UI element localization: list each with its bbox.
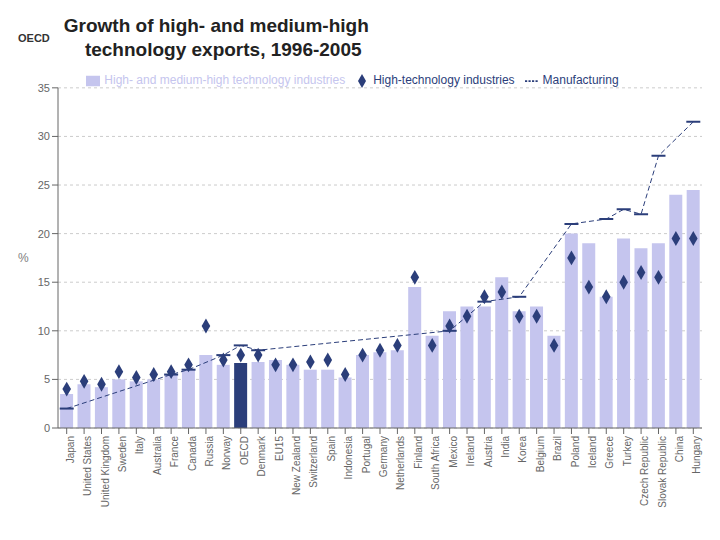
svg-text:France: France — [169, 436, 180, 468]
svg-text:Norway: Norway — [221, 436, 232, 470]
svg-text:20: 20 — [38, 228, 50, 240]
svg-text:Hungary: Hungary — [691, 436, 702, 474]
svg-text:30: 30 — [38, 130, 50, 142]
svg-text:Finland: Finland — [413, 436, 424, 469]
svg-text:OECD: OECD — [239, 436, 250, 465]
svg-text:Sweden: Sweden — [117, 436, 128, 472]
svg-text:Germany: Germany — [378, 436, 389, 477]
svg-text:EU15: EU15 — [274, 436, 285, 461]
svg-text:Switzerland: Switzerland — [308, 436, 319, 488]
svg-text:5: 5 — [44, 373, 50, 385]
svg-text:Netherlands: Netherlands — [396, 436, 407, 490]
svg-text:Portugal: Portugal — [361, 436, 372, 473]
svg-text:United States: United States — [82, 436, 93, 496]
svg-text:Slovak Republic: Slovak Republic — [657, 436, 668, 508]
html-text:Growth of high- and medium-hig: Growth of high- and medium-high — [63, 15, 369, 36]
svg-text:35: 35 — [38, 82, 50, 94]
svg-text:Brazil: Brazil — [552, 436, 563, 461]
svg-text:New Zealand: New Zealand — [291, 436, 302, 495]
svg-text:0: 0 — [44, 422, 50, 434]
svg-text:Ireland: Ireland — [465, 436, 476, 467]
svg-text:Czech Republic: Czech Republic — [639, 436, 650, 506]
svg-text:Denmark: Denmark — [256, 435, 267, 477]
html-text:High- and medium-high technolo: High- and medium-high technology industr… — [104, 73, 346, 87]
svg-text:Russia: Russia — [204, 436, 215, 467]
svg-text:South Africa: South Africa — [430, 436, 441, 490]
svg-text:India: India — [500, 436, 511, 458]
svg-text:Italy: Italy — [134, 436, 145, 454]
html-text:OECD: OECD — [18, 32, 50, 44]
svg-text:Turkey: Turkey — [622, 436, 633, 466]
html-text:High-technology industries: High-technology industries — [373, 73, 515, 87]
svg-text:United Kingdom: United Kingdom — [100, 436, 111, 507]
html-text:Manufacturing: Manufacturing — [542, 73, 619, 87]
svg-text:Iceland: Iceland — [587, 436, 598, 468]
svg-text:Japan: Japan — [65, 436, 76, 463]
svg-text:Korea: Korea — [517, 436, 528, 463]
svg-text:Indonesia: Indonesia — [343, 436, 354, 480]
svg-text:Australia: Australia — [152, 436, 163, 475]
svg-text:Canada: Canada — [187, 436, 198, 471]
svg-text:Austria: Austria — [483, 436, 494, 468]
svg-text:China: China — [674, 436, 685, 463]
svg-text:Poland: Poland — [570, 436, 581, 467]
svg-text:Spain: Spain — [326, 436, 337, 462]
svg-text:10: 10 — [38, 325, 50, 337]
svg-text:25: 25 — [38, 179, 50, 191]
svg-text:Mexico: Mexico — [448, 436, 459, 468]
svg-text:15: 15 — [38, 276, 50, 288]
svg-text:Belgium: Belgium — [535, 436, 546, 472]
html-text:technology exports, 1996-2005: technology exports, 1996-2005 — [63, 39, 362, 60]
svg-text:Greece: Greece — [604, 436, 615, 469]
svg-text:%: % — [18, 251, 29, 265]
